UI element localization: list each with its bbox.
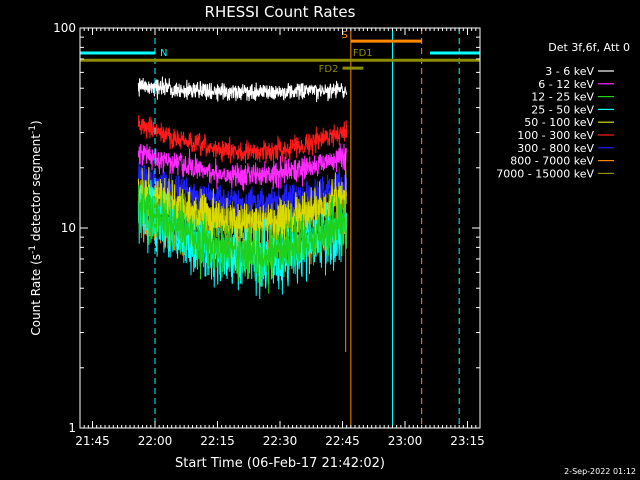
- flag-label-s: S: [341, 30, 347, 41]
- series-line-300-800keV: [137, 159, 348, 222]
- flag-layer: N S FD1 FD2: [80, 30, 480, 75]
- legend-label: 100 - 300 keV: [517, 129, 594, 142]
- series-layer: [137, 76, 348, 352]
- flag-label-n: N: [160, 48, 167, 59]
- x-tick-label: 22:15: [200, 434, 235, 448]
- series-line-12-25keV: [137, 180, 348, 294]
- flag-label-fd2: FD2: [319, 64, 339, 75]
- y-tick-label: 10: [61, 221, 76, 235]
- x-axis: 21:45 22:00 22:15 22:30 22:45 23:00 23:15: [75, 28, 485, 448]
- x-tick-label: 21:45: [75, 434, 110, 448]
- y-axis: 1 10 100: [53, 21, 480, 435]
- x-tick-label: 22:00: [138, 434, 173, 448]
- y-label-part: Count Rate (s: [29, 254, 43, 336]
- y-label-part: detector segment: [29, 134, 43, 245]
- x-tick-label: 22:30: [263, 434, 298, 448]
- x-tick-label: 22:45: [325, 434, 360, 448]
- legend-label: 800 - 7000 keV: [510, 155, 594, 168]
- legend-label: 12 - 25 keV: [531, 91, 594, 104]
- x-tick-label: 23:15: [450, 434, 485, 448]
- x-axis-label: Start Time (06-Feb-17 21:42:02): [175, 456, 385, 471]
- series-line-3-6keV: [137, 76, 348, 103]
- flag-label-fd1: FD1: [353, 48, 373, 59]
- series-line-100-300keV: [137, 115, 348, 164]
- legend-label: 3 - 6 keV: [545, 65, 594, 78]
- series-line-6-12keV: [137, 143, 347, 192]
- x-tick-label: 23:00: [388, 434, 423, 448]
- y-axis-label: Count Rate (s-1 detector segment-1): [28, 120, 43, 335]
- y-tick-label: 100: [53, 21, 76, 35]
- legend-label: 50 - 100 keV: [524, 116, 594, 129]
- y-label-exp: -1: [28, 245, 38, 254]
- legend-label: 25 - 50 keV: [531, 103, 594, 116]
- y-tick-label: 1: [68, 421, 76, 435]
- chart-title: RHESSI Count Rates: [205, 3, 356, 21]
- y-label-exp: -1: [28, 125, 38, 134]
- legend-label: 300 - 800 keV: [517, 142, 594, 155]
- series-line-50-100keV: [137, 166, 348, 252]
- y-label-part: ): [29, 120, 43, 125]
- legend-label: 7000 - 15000 keV: [496, 167, 594, 180]
- legend-label: 6 - 12 keV: [538, 78, 594, 91]
- footer-date: 2-Sep-2022 01:12: [564, 467, 636, 476]
- legend-header: Det 3f,6f, Att 0: [548, 41, 630, 54]
